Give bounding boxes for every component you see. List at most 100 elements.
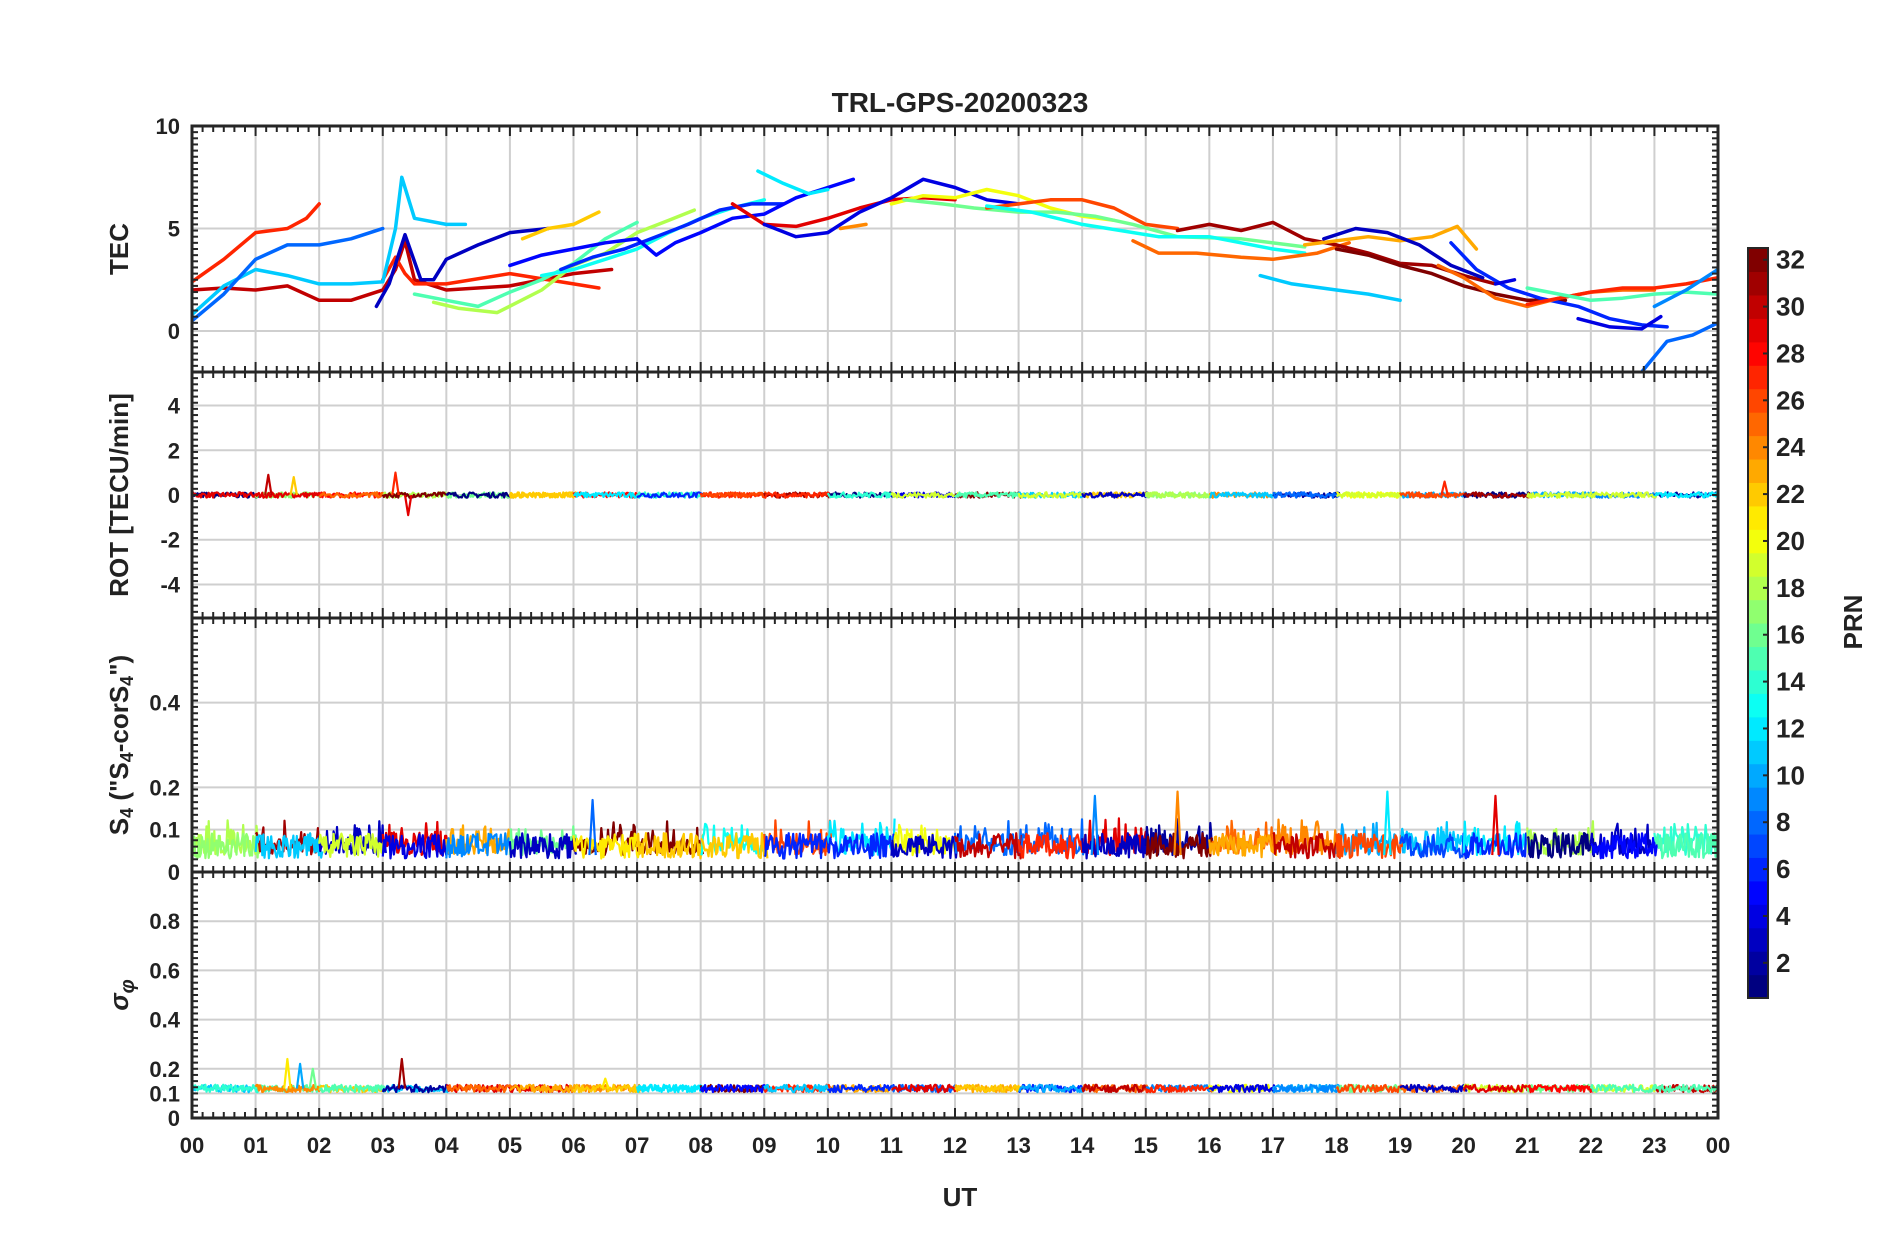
s4-trace <box>826 832 896 860</box>
x-tick-label: 03 <box>371 1133 395 1158</box>
colorbar-swatch <box>1748 669 1768 694</box>
sigma-trace <box>1589 1083 1659 1094</box>
s4-trace <box>1017 818 1086 856</box>
x-tick-label: 15 <box>1134 1133 1158 1158</box>
x-tick-labels: 00 01 02 03 04 05 06 07 08 09 10 11 12 13 14 15 16 17 18 19… <box>180 1133 1730 1158</box>
s4-trace <box>953 832 1023 860</box>
s4-trace <box>763 832 833 860</box>
colorbar-swatch <box>1748 716 1768 741</box>
tec-series-prn-27 <box>1525 275 1718 307</box>
colorbar-swatch <box>1748 763 1768 788</box>
tec-series-prn-11 <box>192 175 468 317</box>
tec-series-prn-15 <box>412 220 639 309</box>
rot-spike <box>391 471 400 496</box>
sigma-trace <box>1462 1083 1532 1093</box>
x-tick-label: 10 <box>816 1133 840 1158</box>
x-tick-label: 20 <box>1451 1133 1475 1158</box>
s4-plot-area <box>192 790 1718 860</box>
rot-trace <box>1336 491 1404 499</box>
tec-series-prn-23 <box>1302 224 1479 251</box>
s4-y-tick-label: 0.4 <box>149 691 180 716</box>
tec-series-prn-32 <box>1334 247 1568 303</box>
colorbar-swatch <box>1748 646 1768 671</box>
tec-series-prn-27 <box>192 202 321 284</box>
tec-y-axis-label: TEC <box>104 223 134 275</box>
colorbar-tick-label: 24 <box>1776 432 1805 462</box>
rot-y-tick-label: 0 <box>168 483 180 508</box>
s4-trace <box>1335 832 1405 860</box>
panel-s4: 0 0.1 0.2 0.4 S4 ("S4-corS4") <box>104 616 1720 885</box>
colorbar-label: PRN <box>1838 595 1868 650</box>
s4-trace <box>953 820 1023 857</box>
x-tick-label: 19 <box>1388 1133 1412 1158</box>
rot-trace <box>954 491 1023 499</box>
rot-spike <box>1440 480 1449 496</box>
x-tick-label: 00 <box>180 1133 204 1158</box>
sigma-y-axis-label: σφ <box>104 979 139 1010</box>
sigma-spike <box>283 1057 292 1089</box>
x-tick-label: 14 <box>1070 1133 1095 1158</box>
tec-series-prn-12 <box>756 169 830 196</box>
s4-spike <box>1383 790 1392 856</box>
panel-rot: -4 -2 0 2 4 ROT [TECU/min] <box>104 370 1720 620</box>
colorbar-swatch <box>1748 623 1768 648</box>
x-tick-label: 13 <box>1006 1133 1030 1158</box>
sigma-trace <box>1653 1083 1718 1094</box>
sigma-trace <box>1590 1083 1659 1094</box>
s4-trace <box>700 832 769 860</box>
rot-trace <box>826 491 896 499</box>
colorbar-tick-label: 20 <box>1776 526 1805 556</box>
sigma-spike <box>308 1067 318 1089</box>
x-tick-label: 00 <box>1706 1133 1730 1158</box>
rot-trace <box>381 491 451 499</box>
rot-trace <box>890 491 960 499</box>
x-tick-label: 23 <box>1642 1133 1666 1158</box>
sigma-plot-area <box>192 1057 1718 1094</box>
tec-series-prn-22 <box>520 210 601 241</box>
sigma-spike <box>601 1077 610 1089</box>
x-tick-label: 08 <box>688 1133 712 1158</box>
sigma-trace <box>509 1083 578 1094</box>
tec-series-prn-4 <box>1576 314 1663 331</box>
colorbar-swatch <box>1748 505 1768 530</box>
s4-trace <box>254 832 324 860</box>
colorbar-swatch <box>1748 294 1768 319</box>
colorbar-swatch <box>1748 529 1768 554</box>
sigma-trace <box>254 1083 324 1094</box>
colorbar-swatch <box>1748 833 1768 858</box>
sigma-y-tick-label: 0.1 <box>149 1081 180 1106</box>
tec-series-prn-26 <box>985 198 1180 231</box>
sigma-trace <box>1399 1083 1468 1093</box>
tec-series-prn-24 <box>838 222 868 231</box>
rot-trace <box>1589 491 1659 499</box>
tec-plot-area <box>192 169 1718 372</box>
colorbar-tick-label: 2 <box>1776 948 1790 978</box>
sigma-y-tick-label: 0 <box>168 1106 180 1131</box>
colorbar-swatch <box>1748 365 1768 390</box>
rot-y-tick-label: -4 <box>160 572 180 597</box>
rot-trace <box>1654 491 1718 499</box>
colorbar-tick-label: 32 <box>1776 245 1805 275</box>
colorbar-swatch <box>1748 482 1768 507</box>
rot-plot-area <box>192 471 1718 517</box>
s4-trace <box>1272 832 1341 860</box>
sigma-trace <box>446 1083 514 1094</box>
colorbar-swatch <box>1748 927 1768 952</box>
rot-spike <box>289 476 298 496</box>
colorbar-swatch <box>1748 458 1768 483</box>
rot-trace <box>1017 491 1086 499</box>
sigma-trace <box>192 1083 260 1094</box>
s4-spike <box>1090 794 1100 856</box>
colorbar-tick-label: 10 <box>1776 760 1805 790</box>
panel-tec: 0 5 10 TEC <box>104 114 1720 374</box>
sigma-y-tick-label: 0.8 <box>149 909 180 934</box>
tec-series-prn-4 <box>762 177 1021 239</box>
x-tick-label: 22 <box>1579 1133 1603 1158</box>
sigma-ticks <box>191 871 1719 1119</box>
colorbar-tick-label: 30 <box>1776 292 1805 322</box>
rot-y-tick-label: -2 <box>160 528 180 553</box>
colorbar-swatch <box>1748 271 1768 296</box>
tec-y-tick-label: 5 <box>168 217 180 242</box>
